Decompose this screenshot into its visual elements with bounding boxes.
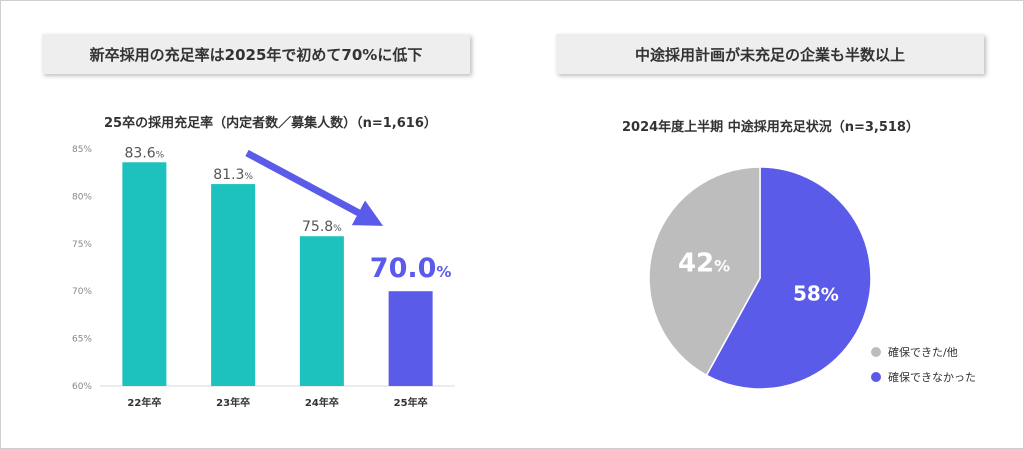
bar-25年卒 (388, 291, 433, 386)
bar-value-label: 83.6% (125, 145, 165, 161)
y-tick-label: 75% (72, 240, 92, 250)
right-headline: 中途採用計画が未充足の企業も半数以上 (556, 34, 984, 74)
trend-arrow (245, 149, 384, 226)
bar-22年卒 (122, 162, 167, 386)
legend-label: 確保できた/他 (888, 345, 958, 359)
x-tick-label: 22年卒 (127, 396, 161, 409)
x-tick-label: 23年卒 (216, 396, 250, 409)
right-chart-subtitle: 2024年度上半期 中途採用充足状況（n=3,518） (622, 120, 919, 135)
bar-value-label: 81.3% (213, 167, 253, 183)
y-tick-label: 80% (72, 192, 92, 202)
y-tick-label: 60% (72, 382, 92, 392)
y-tick-label: 65% (72, 335, 92, 345)
left-chart-subtitle: 25卒の採用充足率（内定者数／募集人数）（n=1,616） (104, 116, 437, 131)
x-tick-label: 25年卒 (394, 396, 428, 409)
bar-24年卒 (299, 236, 344, 386)
left-headline: 新卒採用の充足率は2025年で初めて70%に低下 (42, 34, 470, 74)
pie-slice-1 (648, 166, 761, 377)
x-tick-label: 24年卒 (305, 396, 339, 409)
bar-value-label: 75.8% (302, 219, 342, 235)
y-tick-label: 85% (72, 145, 92, 155)
bar-value-label: 70.0% (370, 253, 452, 284)
legend-swatch (871, 347, 881, 357)
y-tick-label: 70% (72, 287, 92, 297)
bar-chart: 60% 65% 70% 75% 80% 85% 22年卒 83.6% 23年卒 81.3% 24年卒… (72, 145, 455, 409)
pie-slice-label: 42% (678, 249, 730, 279)
legend-label: 確保できなかった (888, 370, 976, 384)
pie-slice-label: 58% (793, 281, 839, 305)
legend-swatch (871, 372, 881, 382)
bar-23年卒 (211, 184, 256, 386)
pie-slice-0 (705, 166, 872, 390)
